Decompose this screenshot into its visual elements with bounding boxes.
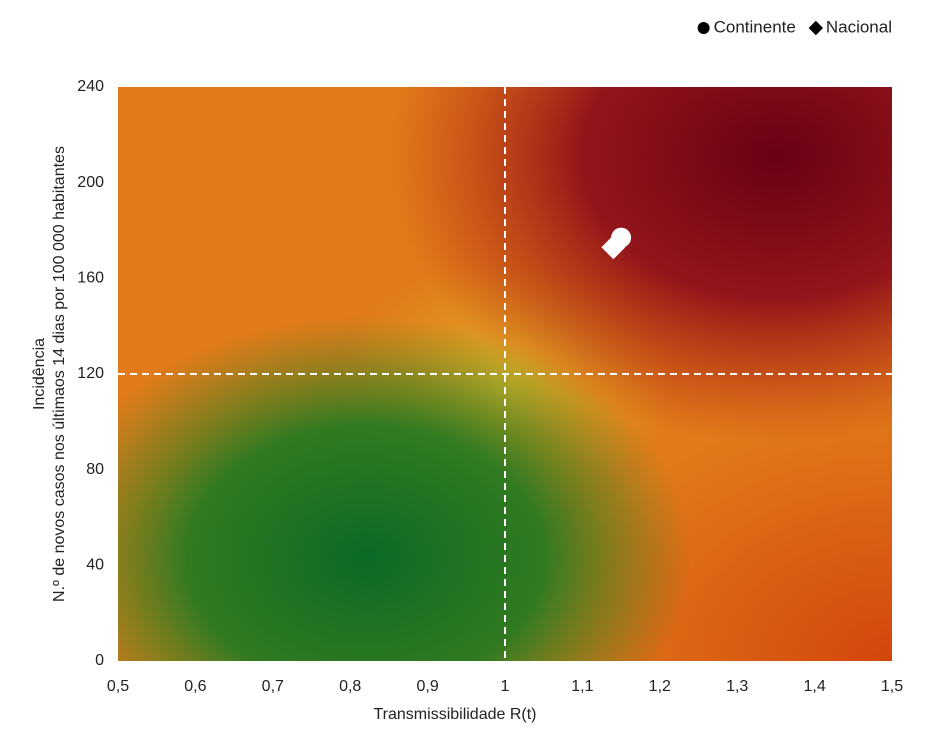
x-tick-label: 1: [501, 678, 510, 695]
x-tick-label: 0,5: [107, 678, 129, 695]
legend-marker: [808, 20, 824, 36]
legend-label: Nacional: [826, 17, 892, 36]
x-tick-label: 0,8: [339, 678, 361, 695]
x-tick-label: 0,6: [184, 678, 206, 695]
y-tick-label: 40: [86, 557, 104, 574]
legend-label: Continente: [714, 17, 796, 36]
legend-marker: [697, 22, 710, 34]
x-tick-label: 1,3: [726, 678, 748, 695]
point: [611, 227, 632, 248]
x-tick-label: 0,9: [416, 678, 438, 695]
x-tick-label: 0,7: [262, 678, 284, 695]
y-axis-label: Incidência: [31, 338, 48, 410]
x-tick-label: 1,2: [649, 678, 671, 695]
x-tick-label: 1,5: [881, 678, 903, 695]
y-tick-label: 200: [77, 174, 104, 191]
x-tick-label: 1,1: [571, 678, 593, 695]
y-tick-label: 160: [77, 270, 104, 287]
y-tick-label: 0: [95, 652, 104, 669]
x-axis-label: Transmissibilidade R(t): [374, 706, 537, 723]
y-tick-label: 80: [86, 461, 104, 478]
y-tick-label: 120: [77, 365, 104, 382]
x-tick-label: 1,4: [803, 678, 825, 695]
y-tick-label: 240: [77, 78, 104, 95]
y-axis-label: N.º de novos casos nos últimaos 14 dias …: [51, 146, 68, 602]
